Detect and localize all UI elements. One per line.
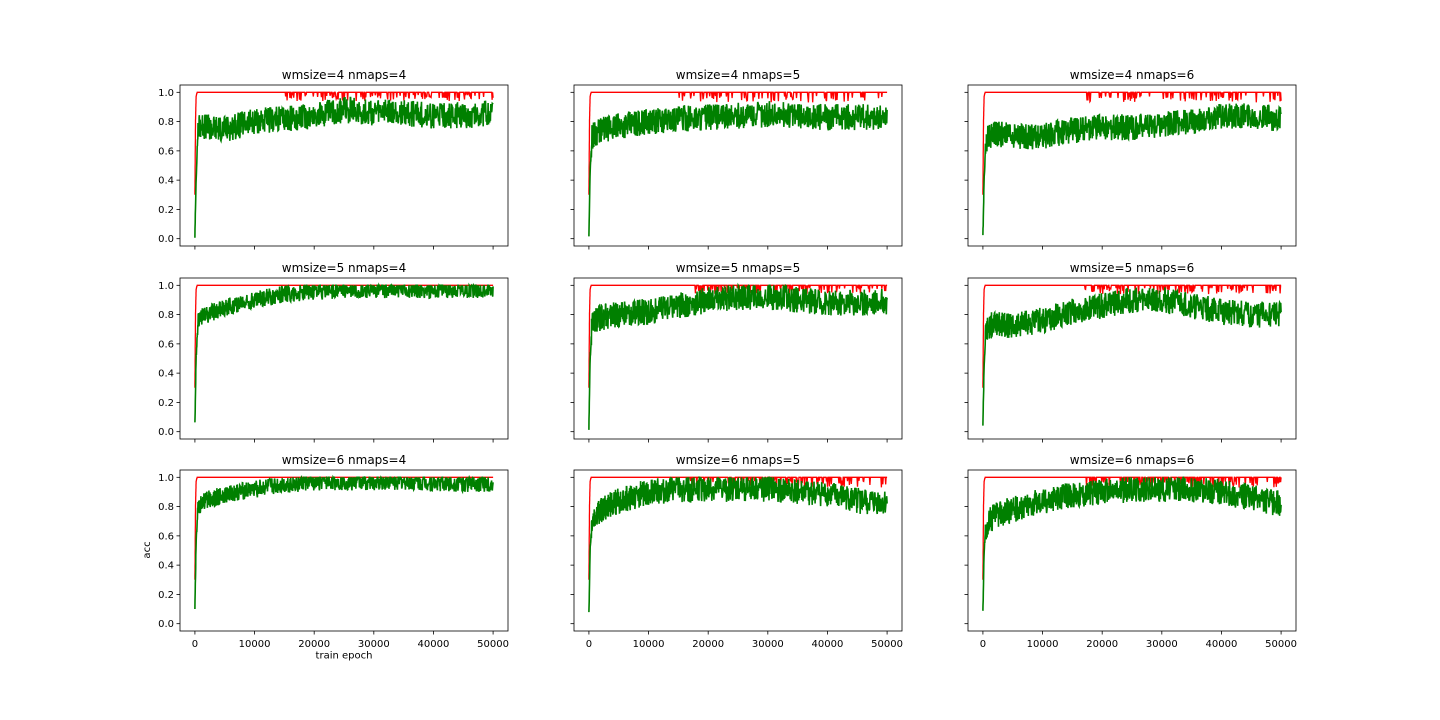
subplot-title: wmsize=6 nmaps=6 [1070, 453, 1194, 467]
x-tick-label: 50000 [477, 639, 509, 650]
y-tick-label: 0.8 [158, 117, 174, 128]
subplot-title: wmsize=4 nmaps=4 [282, 68, 406, 82]
y-tick-label: 0.0 [158, 619, 174, 630]
train-acc-line [982, 476, 1282, 580]
x-tick-label: 40000 [418, 639, 450, 650]
axes-frame [967, 84, 1297, 247]
y-tick-label: 0.8 [158, 310, 174, 321]
train-acc-line [982, 91, 1282, 195]
axes-frame [573, 277, 903, 440]
test-acc-line [588, 476, 888, 613]
x-tick-label: 0 [980, 639, 986, 650]
subplot-title: wmsize=5 nmaps=5 [676, 261, 800, 275]
subplot: wmsize=5 nmaps=5 [570, 261, 903, 443]
x-tick-label: 30000 [1146, 639, 1178, 650]
x-tick-label: 10000 [1027, 639, 1059, 650]
axes-frame [573, 469, 903, 632]
axes-frame [179, 84, 509, 247]
axes-frame [573, 84, 903, 247]
x-tick-label: 10000 [239, 639, 271, 650]
axes-frame [179, 469, 509, 632]
y-tick-label: 0.0 [158, 427, 174, 438]
y-tick-label: 0.4 [158, 369, 174, 380]
subplot-title: wmsize=5 nmaps=6 [1070, 261, 1194, 275]
subplot-title: wmsize=6 nmaps=4 [282, 453, 406, 467]
subplot: wmsize=6 nmaps=5 0 10000 20000 30000 40000 500… [570, 453, 903, 650]
subplot: wmsize=4 nmaps=4 0.0 0.2 0.4 0.6 0.8 1.0 [158, 68, 509, 250]
y-tick-label: 0.2 [158, 398, 174, 409]
subplot: wmsize=6 nmaps=6 0 10000 20000 30000 40000 500… [964, 453, 1297, 650]
subplot: wmsize=6 nmaps=4 0.0 0.2 0.4 0.6 0.8 1.0 0 10000… [158, 453, 509, 650]
subplot: wmsize=4 nmaps=6 [964, 68, 1297, 250]
y-tick-label: 0.6 [158, 146, 174, 157]
x-tick-label: 50000 [1265, 639, 1297, 650]
train-acc-line [194, 91, 494, 195]
subplot: wmsize=4 nmaps=5 [570, 68, 903, 250]
subplot: wmsize=5 nmaps=6 [964, 261, 1297, 443]
y-tick-label: 0.4 [158, 176, 174, 187]
train-acc-line [588, 476, 888, 580]
train-acc-line [588, 91, 888, 195]
test-acc-line [982, 103, 1282, 236]
x-axis-label: train epoch [316, 651, 373, 662]
test-acc-line [588, 282, 888, 430]
x-tick-label: 20000 [298, 639, 330, 650]
subplot-title: wmsize=5 nmaps=4 [282, 261, 406, 275]
axes-frame [967, 277, 1297, 440]
x-tick-label: 40000 [1206, 639, 1238, 650]
axes-frame [967, 469, 1297, 632]
x-tick-label: 30000 [752, 639, 784, 650]
axes-frame [179, 277, 509, 440]
test-acc-line [194, 474, 494, 610]
x-tick-label: 0 [192, 639, 198, 650]
train-acc-line [588, 284, 888, 388]
y-tick-label: 0.8 [158, 502, 174, 513]
y-tick-label: 0.2 [158, 205, 174, 216]
y-tick-label: 0.4 [158, 561, 174, 572]
x-tick-label: 40000 [812, 639, 844, 650]
test-acc-line [194, 96, 494, 238]
test-acc-line [982, 476, 1282, 611]
subplot-title: wmsize=6 nmaps=5 [676, 453, 800, 467]
y-tick-label: 0.6 [158, 339, 174, 350]
subplot-grid: wmsize=4 nmaps=40.00.20.40.60.81.0wmsize… [158, 68, 1297, 650]
x-tick-label: 0 [586, 639, 592, 650]
x-tick-label: 50000 [871, 639, 903, 650]
y-tick-label: 1.0 [158, 88, 174, 99]
test-acc-line [194, 282, 494, 423]
y-tick-label: 1.0 [158, 281, 174, 292]
y-tick-label: 0.2 [158, 590, 174, 601]
x-tick-label: 20000 [1086, 639, 1118, 650]
subplot: wmsize=5 nmaps=4 0.0 0.2 0.4 0.6 0.8 1.0 [158, 261, 509, 443]
y-tick-label: 0.6 [158, 531, 174, 542]
x-tick-label: 30000 [358, 639, 390, 650]
test-acc-line [982, 287, 1282, 426]
train-acc-line [982, 284, 1282, 388]
subplot-title: wmsize=4 nmaps=6 [1070, 68, 1194, 82]
y-tick-label: 0.0 [158, 234, 174, 245]
y-tick-label: 1.0 [158, 473, 174, 484]
subplot-title: wmsize=4 nmaps=5 [676, 68, 800, 82]
x-tick-label: 20000 [692, 639, 724, 650]
test-acc-line [588, 101, 888, 237]
y-axis-label: acc [142, 541, 153, 558]
x-tick-label: 10000 [633, 639, 665, 650]
